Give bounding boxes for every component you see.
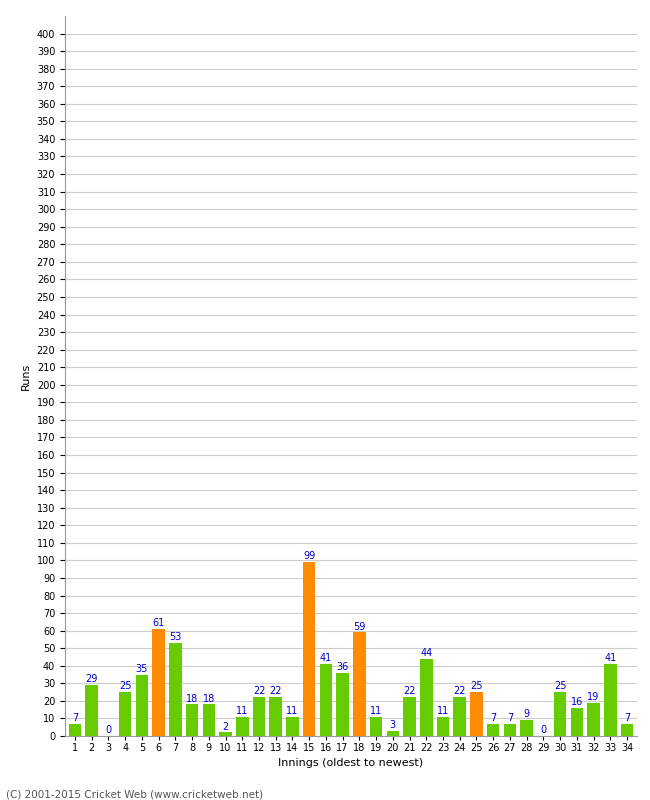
Bar <box>119 692 131 736</box>
Text: 53: 53 <box>169 632 181 642</box>
Text: 18: 18 <box>203 694 215 703</box>
Text: 7: 7 <box>490 713 497 723</box>
Bar <box>253 698 265 736</box>
Text: 61: 61 <box>153 618 165 628</box>
Bar <box>604 664 616 736</box>
Bar <box>303 562 315 736</box>
Text: 44: 44 <box>420 648 432 658</box>
Bar <box>336 673 349 736</box>
Bar <box>487 724 499 736</box>
Bar <box>203 704 215 736</box>
Bar <box>454 698 466 736</box>
X-axis label: Innings (oldest to newest): Innings (oldest to newest) <box>278 758 424 769</box>
Text: 0: 0 <box>540 725 547 735</box>
Text: 41: 41 <box>604 653 616 663</box>
Bar <box>169 643 181 736</box>
Bar <box>152 629 165 736</box>
Text: 7: 7 <box>507 713 513 723</box>
Y-axis label: Runs: Runs <box>21 362 31 390</box>
Bar <box>136 674 148 736</box>
Text: 3: 3 <box>390 720 396 730</box>
Text: 41: 41 <box>320 653 332 663</box>
Text: 59: 59 <box>353 622 365 631</box>
Bar <box>353 632 366 736</box>
Bar <box>236 717 248 736</box>
Bar <box>219 733 232 736</box>
Text: 18: 18 <box>186 694 198 703</box>
Text: 25: 25 <box>554 682 566 691</box>
Text: (C) 2001-2015 Cricket Web (www.cricketweb.net): (C) 2001-2015 Cricket Web (www.cricketwe… <box>6 790 264 800</box>
Bar <box>69 724 81 736</box>
Text: 35: 35 <box>136 664 148 674</box>
Text: 11: 11 <box>287 706 298 716</box>
Bar <box>621 724 633 736</box>
Text: 22: 22 <box>253 686 265 697</box>
Bar <box>437 717 449 736</box>
Text: 0: 0 <box>105 725 112 735</box>
Text: 22: 22 <box>403 686 416 697</box>
Bar <box>320 664 332 736</box>
Bar <box>587 702 600 736</box>
Text: 9: 9 <box>523 710 530 719</box>
Text: 11: 11 <box>437 706 449 716</box>
Bar <box>186 704 198 736</box>
Bar <box>420 658 432 736</box>
Text: 2: 2 <box>222 722 229 732</box>
Bar <box>270 698 282 736</box>
Bar <box>370 717 382 736</box>
Text: 25: 25 <box>119 682 131 691</box>
Text: 99: 99 <box>303 551 315 562</box>
Bar <box>403 698 416 736</box>
Text: 11: 11 <box>236 706 248 716</box>
Text: 22: 22 <box>270 686 282 697</box>
Text: 19: 19 <box>588 692 600 702</box>
Text: 7: 7 <box>624 713 630 723</box>
Text: 29: 29 <box>86 674 98 684</box>
Text: 16: 16 <box>571 697 583 707</box>
Bar <box>387 730 399 736</box>
Bar <box>286 717 299 736</box>
Bar <box>554 692 566 736</box>
Text: 25: 25 <box>470 682 483 691</box>
Bar <box>470 692 483 736</box>
Bar <box>86 685 98 736</box>
Bar <box>504 724 516 736</box>
Bar <box>521 720 533 736</box>
Text: 11: 11 <box>370 706 382 716</box>
Bar <box>571 708 583 736</box>
Text: 7: 7 <box>72 713 78 723</box>
Text: 36: 36 <box>337 662 349 672</box>
Text: 22: 22 <box>454 686 466 697</box>
